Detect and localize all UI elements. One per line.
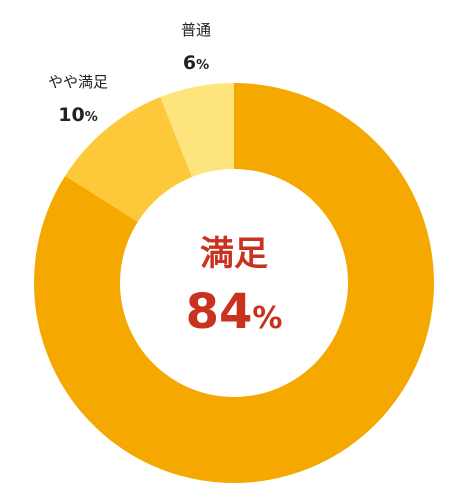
slice-label-futsuu: 普通: [181, 21, 211, 39]
slice-value-futsuu: 6%: [183, 52, 209, 74]
slice-label-yaya-manzoku: やや満足: [48, 73, 108, 91]
slice-manzoku: [33, 83, 434, 483]
donut-slices: [33, 83, 434, 483]
slice-value-yaya-manzoku-number: 10: [58, 104, 84, 126]
label-group-yaya-manzoku: やや満足 10%: [48, 73, 108, 126]
slice-futsuu: [160, 83, 234, 178]
center-label-value-unit: %: [252, 301, 282, 336]
slice-yaya-manzoku: [65, 97, 193, 222]
center-label-name: 満足: [200, 234, 268, 274]
center-label-value-number: 84: [186, 284, 253, 340]
slice-value-futsuu-number: 6: [183, 52, 196, 74]
label-group-futsuu: 普通 6%: [181, 21, 211, 74]
center-label-value: 84%: [186, 284, 283, 340]
slice-value-futsuu-unit: %: [196, 58, 209, 73]
slice-value-yaya-manzoku-unit: %: [85, 110, 98, 125]
center-label-group: 満足 84%: [186, 234, 283, 340]
slice-value-yaya-manzoku: 10%: [58, 104, 97, 126]
